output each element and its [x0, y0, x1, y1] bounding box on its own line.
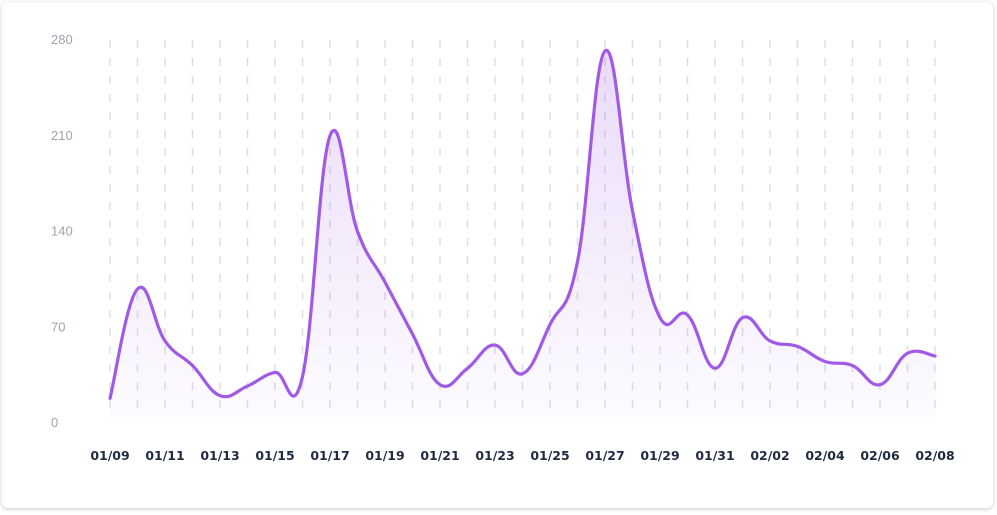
data-point	[437, 382, 443, 388]
x-tick-label: 01/29	[640, 448, 679, 463]
data-point	[520, 371, 526, 377]
data-point	[850, 363, 856, 369]
y-axis: 0 70 140 210 280	[51, 32, 73, 430]
data-point	[575, 259, 581, 265]
x-tick-label: 01/21	[420, 448, 459, 463]
data-point	[822, 358, 828, 364]
x-tick-label: 01/19	[365, 448, 404, 463]
y-tick-label: 210	[51, 128, 73, 143]
data-point	[245, 383, 251, 389]
x-tick-label: 02/04	[805, 448, 845, 463]
data-point	[410, 331, 416, 337]
x-tick-label: 01/17	[310, 448, 349, 463]
data-point	[217, 393, 223, 399]
x-tick-label: 02/08	[915, 448, 954, 463]
data-point	[602, 48, 608, 54]
x-tick-label: 01/13	[200, 448, 239, 463]
x-tick-label: 01/09	[90, 448, 129, 463]
data-point	[685, 312, 691, 318]
data-point	[795, 343, 801, 349]
series-line	[108, 49, 937, 400]
data-point	[355, 229, 361, 235]
x-tick-label: 02/06	[860, 448, 900, 463]
x-tick-label: 01/25	[530, 448, 569, 463]
data-point	[162, 338, 168, 344]
x-tick-label: 01/23	[475, 448, 514, 463]
data-point	[327, 133, 333, 139]
y-tick-label: 280	[51, 32, 73, 47]
data-point	[712, 365, 718, 371]
x-tick-label: 01/31	[695, 448, 734, 463]
data-point	[767, 338, 773, 344]
data-point	[135, 286, 141, 292]
x-tick-label: 02/02	[750, 448, 789, 463]
series-area	[110, 50, 935, 423]
x-tick-label: 01/27	[585, 448, 624, 463]
data-point	[877, 382, 883, 388]
data-point	[382, 279, 388, 285]
y-tick-label: 70	[51, 319, 65, 334]
data-point	[547, 322, 553, 328]
chart-card	[2, 2, 993, 508]
data-point	[272, 369, 278, 375]
x-axis: 01/09 01/11 01/13 01/15 01/17 01/19 01/21 01/23…	[90, 448, 954, 463]
data-point	[740, 315, 746, 321]
y-tick-label: 0	[51, 415, 58, 430]
data-point	[492, 342, 498, 348]
data-point	[905, 350, 911, 356]
x-tick-label: 01/15	[255, 448, 294, 463]
data-point	[657, 315, 663, 321]
data-point	[630, 208, 636, 214]
x-tick-label: 01/11	[145, 448, 184, 463]
data-point	[190, 363, 196, 369]
y-tick-label: 140	[51, 224, 73, 239]
data-point	[300, 373, 306, 379]
data-point	[107, 395, 113, 401]
data-point	[932, 353, 938, 359]
data-point	[465, 365, 471, 371]
